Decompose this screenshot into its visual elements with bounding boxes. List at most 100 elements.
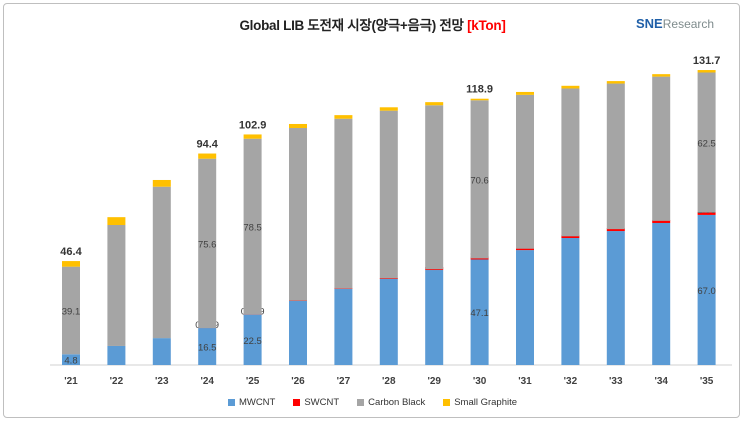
logo-suffix: Research bbox=[662, 17, 715, 31]
bar-segment-mwcnt bbox=[561, 237, 580, 365]
bar-segment-carbon-black bbox=[561, 88, 580, 237]
x-tick-label: '30 bbox=[473, 376, 487, 387]
legend-swatch bbox=[227, 399, 235, 406]
bar-segment-small-graphite bbox=[107, 217, 126, 226]
bar-segment-carbon-black bbox=[198, 158, 217, 329]
bar-segment-swcnt bbox=[379, 277, 398, 279]
bar-segment-mwcnt bbox=[152, 338, 171, 365]
data-label: 22.5 bbox=[243, 336, 262, 347]
x-tick-label: '35 bbox=[700, 376, 714, 387]
legend-swatch bbox=[443, 399, 451, 406]
bar-segment-carbon-black bbox=[606, 83, 625, 230]
data-label: 62.5 bbox=[697, 139, 716, 150]
x-tick-label: '24 bbox=[200, 376, 214, 387]
legend: MWCNT SWCNT Carbon Black Small Graphite bbox=[0, 397, 745, 408]
x-tick-label: '25 bbox=[246, 376, 260, 387]
total-label: 102.9 bbox=[239, 120, 267, 132]
bar-segment-carbon-black bbox=[243, 138, 262, 315]
bar-segment-carbon-black bbox=[334, 118, 353, 289]
legend-swatch bbox=[293, 399, 301, 406]
bar-segment-carbon-black bbox=[379, 110, 398, 279]
bar-segment-swcnt bbox=[697, 211, 716, 215]
bar-segment-swcnt bbox=[606, 228, 625, 232]
chart-frame bbox=[3, 3, 740, 418]
x-tick-label: '28 bbox=[382, 376, 396, 387]
bar-segment-carbon-black bbox=[152, 186, 171, 339]
legend-item-mwcnt: MWCNT bbox=[227, 397, 276, 408]
bar-segment-small-graphite bbox=[62, 261, 80, 267]
total-label: 118.9 bbox=[466, 84, 493, 96]
total-label: 46.4 bbox=[60, 246, 82, 258]
legend-label: SWCNT bbox=[304, 397, 340, 408]
bar-segment-small-graphite bbox=[561, 85, 580, 89]
bar-segment-small-graphite bbox=[289, 123, 307, 129]
bar-segment-carbon-black bbox=[652, 76, 671, 221]
legend-label: Small Graphite bbox=[454, 397, 518, 408]
bar-segment-carbon-black bbox=[62, 266, 80, 355]
legend-item-small-graphite: Small Graphite bbox=[443, 397, 517, 408]
legend-swatch bbox=[357, 399, 365, 406]
x-tick-label: '29 bbox=[427, 376, 441, 387]
total-label: 94.4 bbox=[196, 139, 218, 151]
chart-title-text: Global LIB 도전재 시장(양극+음극) 전망 bbox=[239, 18, 464, 33]
data-label: 67.0 bbox=[697, 286, 716, 297]
bar-segment-small-graphite bbox=[198, 153, 217, 159]
legend-item-carbon-black: Carbon Black bbox=[357, 397, 425, 408]
x-tick-label: '31 bbox=[518, 376, 532, 387]
data-label: 16.5 bbox=[198, 343, 217, 354]
x-tick-label: '22 bbox=[110, 376, 124, 387]
bar-segment-mwcnt bbox=[289, 300, 307, 365]
x-tick-label: '21 bbox=[64, 376, 78, 387]
bar-segment-swcnt bbox=[652, 219, 671, 223]
x-tick-label: '34 bbox=[654, 376, 668, 387]
bar-segment-mwcnt bbox=[62, 354, 80, 365]
bar-segment-small-graphite bbox=[243, 134, 262, 139]
x-tick-label: '32 bbox=[564, 376, 578, 387]
sne-research-logo: SNEResearch bbox=[636, 16, 714, 31]
bar-segment-mwcnt bbox=[425, 270, 444, 365]
x-tick-label: '33 bbox=[609, 376, 623, 387]
bar-segment-small-graphite bbox=[425, 102, 444, 106]
bar-segment-swcnt bbox=[561, 234, 580, 238]
chart-title: Global LIB 도전재 시장(양극+음극) 전망 [kTon] bbox=[0, 14, 745, 34]
bar-segment-mwcnt bbox=[516, 250, 534, 365]
bar-segment-mwcnt bbox=[697, 214, 716, 365]
x-tick-label: '26 bbox=[291, 376, 305, 387]
bar-segment-carbon-black bbox=[516, 94, 534, 249]
logo-brand: SNE bbox=[636, 16, 663, 31]
bar-segment-mwcnt bbox=[470, 259, 489, 365]
bar-segment-carbon-black bbox=[289, 128, 307, 301]
bar-segment-carbon-black bbox=[697, 72, 716, 213]
bar-segment-mwcnt bbox=[107, 345, 126, 365]
bar-segment-small-graphite bbox=[379, 107, 398, 111]
bar-segment-mwcnt bbox=[652, 222, 671, 365]
data-label: 47.1 bbox=[470, 308, 489, 319]
data-label: 4.8 bbox=[64, 356, 77, 367]
bar-segment-small-graphite bbox=[516, 91, 534, 95]
data-label: 39.1 bbox=[62, 306, 81, 317]
data-label: 75.6 bbox=[198, 239, 217, 250]
bar-segment-small-graphite bbox=[152, 179, 171, 187]
bar-segment-carbon-black bbox=[425, 105, 444, 270]
x-tick-label: '23 bbox=[155, 376, 169, 387]
bar-segment-mwcnt bbox=[243, 314, 262, 365]
bar-segment-small-graphite bbox=[470, 98, 489, 101]
bar-segment-carbon-black bbox=[107, 225, 126, 346]
legend-item-swcnt: SWCNT bbox=[293, 397, 339, 408]
bar-segment-carbon-black bbox=[470, 100, 489, 259]
legend-label: MWCNT bbox=[238, 397, 276, 408]
bar-segment-mwcnt bbox=[334, 288, 353, 365]
data-label: 78.5 bbox=[243, 223, 262, 234]
chart-title-unit: [kTon] bbox=[467, 18, 506, 33]
total-label: 131.7 bbox=[693, 55, 721, 67]
bar-segment-small-graphite bbox=[652, 74, 671, 77]
x-tick-label: '27 bbox=[337, 376, 351, 387]
bar-segment-small-graphite bbox=[606, 81, 625, 84]
bar-segment-mwcnt bbox=[198, 328, 217, 365]
bar-segment-small-graphite bbox=[697, 70, 716, 73]
bar-segment-small-graphite bbox=[334, 115, 353, 119]
bar-segment-mwcnt bbox=[379, 278, 398, 365]
data-label: 70.6 bbox=[470, 175, 489, 186]
bar-segment-mwcnt bbox=[606, 231, 625, 365]
